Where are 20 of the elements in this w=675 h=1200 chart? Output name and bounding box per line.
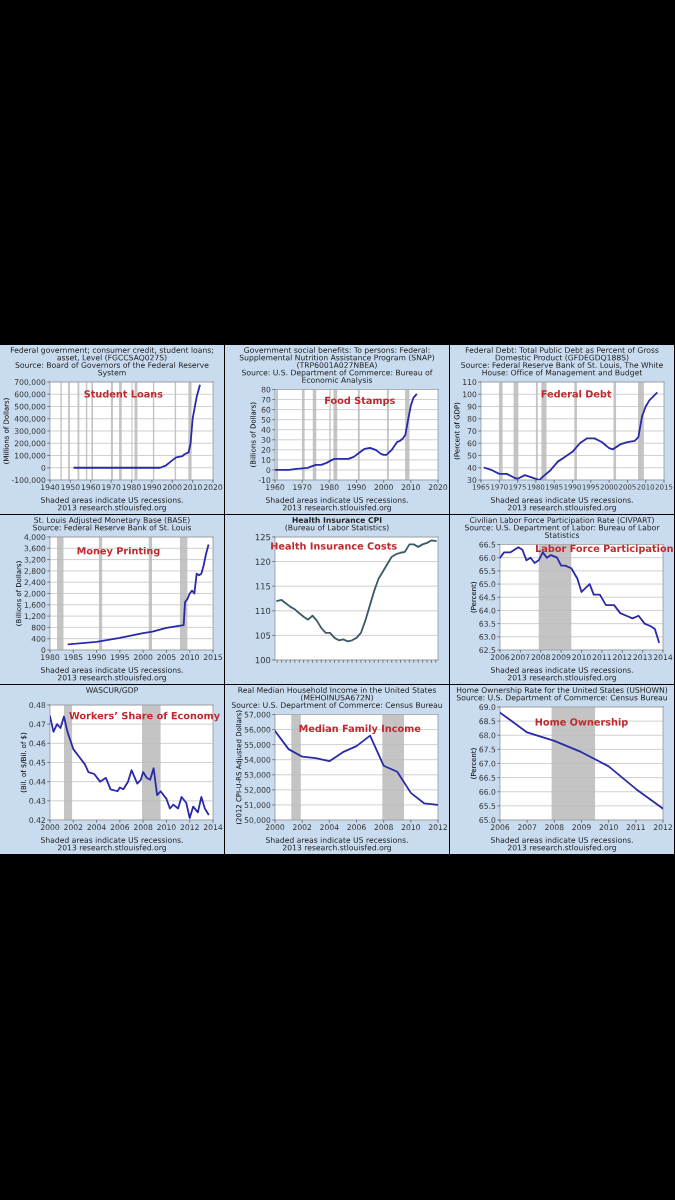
annotation: Money Printing: [77, 546, 160, 557]
annotation: Median Family Income: [299, 724, 421, 735]
y-tick-label: 115: [255, 583, 271, 590]
annotation: Labor Force Participation: [535, 544, 673, 554]
y-tick-label: 120: [255, 558, 271, 565]
y-tick-label: 105: [255, 632, 271, 639]
y-tick-label: 125: [255, 533, 271, 541]
line-series: [500, 711, 663, 810]
annotation: Health Insurance Costs: [271, 542, 397, 550]
annotation: Student Loans: [84, 390, 163, 398]
line-series: [275, 393, 418, 471]
line-series: [67, 544, 210, 646]
annotation: Workers’ Share of Economy: [69, 711, 220, 722]
y-tick-label: 100: [255, 656, 271, 664]
y-tick-label: 110: [255, 607, 271, 615]
annotation: Home Ownership: [535, 718, 628, 728]
annotation: Food Stamps: [325, 396, 395, 406]
annotation: Federal Debt: [541, 390, 612, 398]
line-series: [73, 384, 201, 469]
line-series: [483, 392, 658, 480]
